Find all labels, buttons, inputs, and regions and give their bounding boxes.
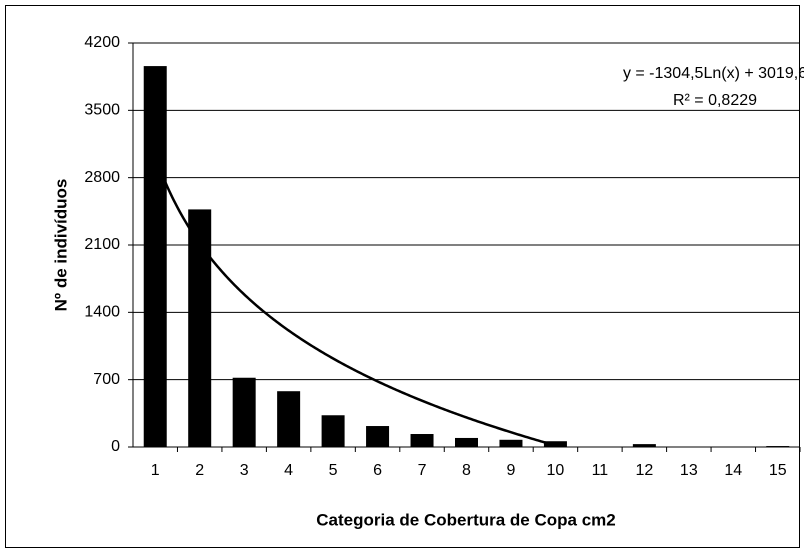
y-tick-label: 1400 <box>84 304 120 321</box>
bar <box>277 391 300 447</box>
y-tick-label: 2100 <box>84 236 120 253</box>
y-tick-label: 3500 <box>84 102 120 119</box>
trend-equation: y = -1304,5Ln(x) + 3019,6 <box>623 65 804 82</box>
x-tick-label: 14 <box>724 462 742 479</box>
y-tick-label: 0 <box>111 438 120 455</box>
x-tick-label: 1 <box>151 462 160 479</box>
bar <box>499 440 522 447</box>
x-tick-label: 5 <box>329 462 338 479</box>
x-tick-label: 4 <box>284 462 293 479</box>
x-axis-title: Categoria de Cobertura de Copa cm2 <box>316 510 615 529</box>
bar <box>233 378 256 447</box>
x-tick-label: 7 <box>418 462 427 479</box>
y-axis-title: Nº de indivíduos <box>51 179 70 312</box>
x-tick-label: 11 <box>592 462 609 479</box>
bar <box>455 438 478 447</box>
x-tick-label: 10 <box>547 462 565 479</box>
x-tick-label: 15 <box>769 462 787 479</box>
bar <box>411 434 434 447</box>
y-tick-label: 2800 <box>84 169 120 186</box>
bar <box>322 415 345 447</box>
x-tick-label: 9 <box>507 462 516 479</box>
bar <box>366 426 389 447</box>
x-tick-label: 6 <box>373 462 382 479</box>
x-tick-label: 2 <box>195 462 204 479</box>
y-tick-label: 700 <box>93 371 120 388</box>
x-tick-label: 3 <box>240 462 249 479</box>
bar <box>633 444 656 447</box>
x-tick-label: 12 <box>635 462 653 479</box>
trend-r-squared: R² = 0,8229 <box>673 92 757 109</box>
bar <box>766 446 789 447</box>
x-tick-label: 13 <box>680 462 698 479</box>
x-tick-label: 8 <box>462 462 471 479</box>
bar <box>144 66 167 447</box>
y-tick-label: 4200 <box>84 34 120 51</box>
